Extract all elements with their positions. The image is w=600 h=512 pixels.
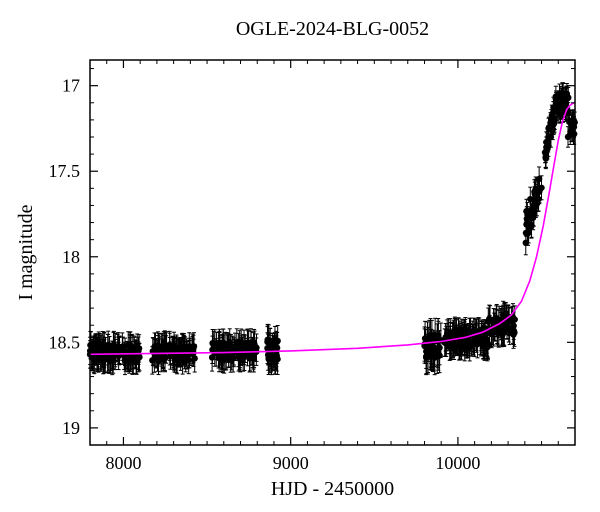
x-tick-label: 9000 bbox=[273, 453, 309, 473]
y-tick-label: 18.5 bbox=[49, 332, 81, 352]
y-tick-label: 19 bbox=[62, 418, 80, 438]
x-axis-label: HJD - 2450000 bbox=[271, 478, 394, 500]
x-tick-label: 8000 bbox=[105, 453, 141, 473]
y-axis-label: I magnitude bbox=[15, 204, 37, 300]
y-tick-label: 18 bbox=[62, 247, 80, 267]
chart-title: OGLE-2024-BLG-0052 bbox=[236, 18, 429, 40]
lightcurve-chart: OGLE-2024-BLG-0052 8000 9000 10000 17 17.5 18 1… bbox=[0, 0, 600, 512]
y-tick-label: 17.5 bbox=[49, 161, 81, 181]
x-tick-label: 10000 bbox=[435, 453, 480, 473]
y-tick-label: 17 bbox=[62, 76, 80, 96]
chart-svg: OGLE-2024-BLG-0052 8000 9000 10000 17 17.5 18 1… bbox=[0, 0, 600, 512]
